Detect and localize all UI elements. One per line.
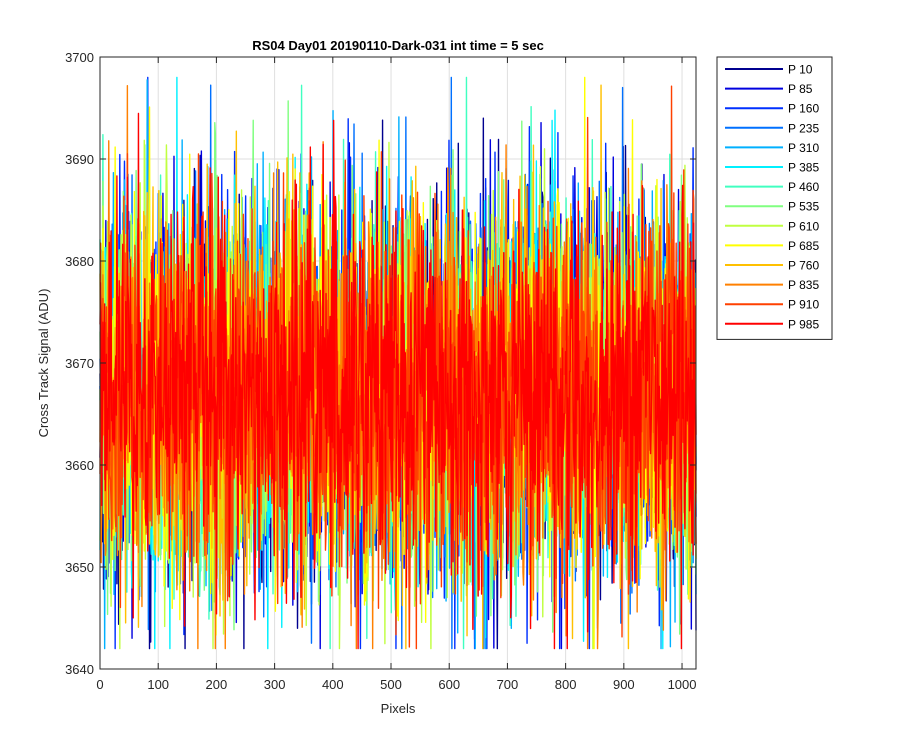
y-tick-label: 3650 <box>65 560 94 575</box>
x-tick-label: 100 <box>147 677 169 692</box>
x-tick-label: 1000 <box>668 677 697 692</box>
x-tick-label: 700 <box>497 677 519 692</box>
y-tick-label: 3670 <box>65 356 94 371</box>
x-tick-label: 200 <box>206 677 228 692</box>
y-tick-label: 3700 <box>65 50 94 65</box>
x-tick-label: 800 <box>555 677 577 692</box>
legend-label: P 460 <box>788 180 819 194</box>
legend-label: P 610 <box>788 219 819 233</box>
x-tick-label: 600 <box>438 677 460 692</box>
y-axis-label: Cross Track Signal (ADU) <box>36 289 51 438</box>
x-tick-label: 0 <box>96 677 103 692</box>
x-axis-label: Pixels <box>381 701 416 716</box>
legend-label: P 535 <box>788 200 819 214</box>
series-group <box>99 76 697 650</box>
y-tick-label: 3640 <box>65 662 94 677</box>
x-tick-label: 400 <box>322 677 344 692</box>
chart-title: RS04 Day01 20190110-Dark-031 int time = … <box>252 38 544 53</box>
legend-label: P 685 <box>788 239 819 253</box>
plot-area: 0 100 200 300 400 500 600 700 800 900 1000 3640 3650… <box>65 50 697 692</box>
legend: P 10 P 85 P 160 P 235 P 310 P 385 P 460 P 535 P … <box>716 56 833 340</box>
legend-label: P 385 <box>788 161 819 175</box>
legend-label: P 10 <box>788 63 813 77</box>
y-tick-label: 3680 <box>65 254 94 269</box>
series-line <box>99 85 697 650</box>
x-tick-label: 900 <box>613 677 635 692</box>
series-line <box>99 112 697 650</box>
legend-label: P 760 <box>788 259 819 273</box>
x-tick-label: 300 <box>264 677 286 692</box>
legend-label: P 310 <box>788 141 819 155</box>
x-tick-label: 500 <box>380 677 402 692</box>
legend-label: P 160 <box>788 102 819 116</box>
legend-label: P 85 <box>788 82 813 96</box>
legend-box <box>716 56 833 340</box>
legend-label: P 985 <box>788 317 819 331</box>
y-tick-label: 3660 <box>65 458 94 473</box>
legend-label: P 235 <box>788 121 819 135</box>
legend-label: P 835 <box>788 278 819 292</box>
legend-label: P 910 <box>788 298 819 312</box>
y-tick-label: 3690 <box>65 152 94 167</box>
